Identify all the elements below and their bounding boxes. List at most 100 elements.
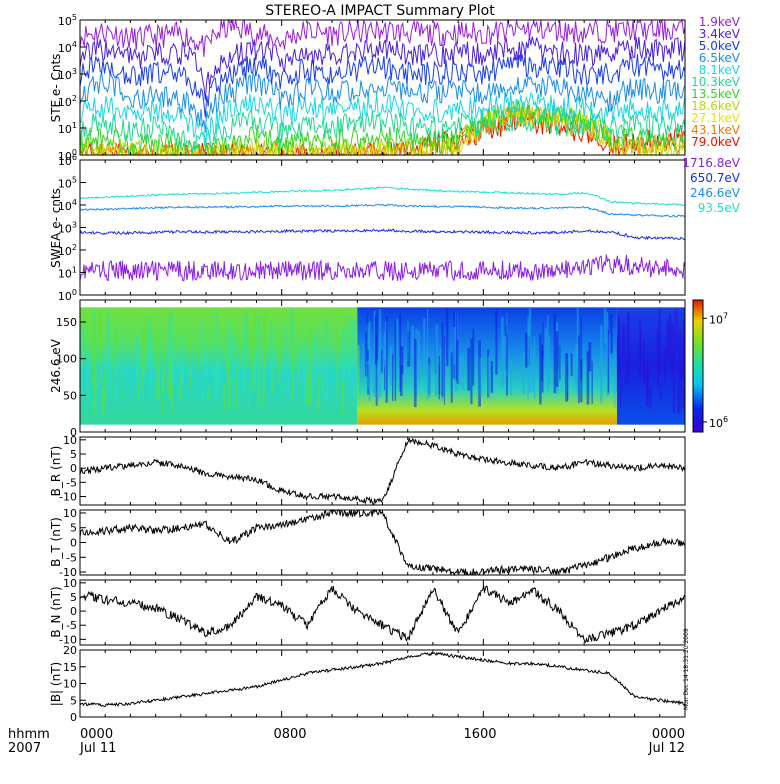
heatmap-streak: [349, 353, 351, 381]
legend-entry: 13.5keV: [691, 87, 741, 101]
heatmap-streak: [441, 322, 444, 397]
heatmap-streak: [309, 384, 312, 405]
heatmap-streak: [99, 308, 101, 364]
heatmap-streak: [121, 368, 123, 401]
heatmap-streak: [100, 367, 103, 386]
heatmap-streak: [575, 344, 579, 387]
heatmap-streak: [411, 326, 414, 358]
y-tick-label: 102: [58, 243, 77, 258]
heatmap-streak: [591, 360, 593, 405]
heatmap-streak: [136, 333, 139, 389]
heatmap-streak: [649, 386, 652, 409]
end-date-label: Jul 12: [648, 741, 685, 756]
ste-series-line: [79, 53, 686, 118]
panel-frame: [79, 509, 686, 576]
heatmap-streak: [172, 358, 175, 402]
y-tick-label: 106: [709, 415, 728, 430]
heatmap-streak: [232, 332, 235, 407]
heatmap-streak: [383, 332, 386, 367]
heatmap-streak: [114, 383, 118, 404]
heatmap-streak: [679, 330, 682, 381]
heatmap-streak: [317, 374, 321, 413]
heatmap-streak: [400, 365, 403, 397]
heatmap-streak: [390, 346, 392, 385]
x-tick-label: 0800: [273, 727, 306, 742]
heatmap-streak: [407, 331, 411, 367]
heatmap-streak: [467, 347, 471, 391]
heatmap-streak: [228, 380, 232, 408]
heatmap-streak: [578, 335, 580, 404]
heatmap-streak: [281, 383, 284, 402]
heatmap-streak: [287, 374, 290, 391]
heatmap-streak: [527, 315, 529, 401]
swea-series-line: [79, 186, 686, 207]
heatmap-streak: [309, 359, 311, 409]
heatmap-streak: [461, 354, 465, 390]
y-tick-label: -5: [66, 551, 77, 564]
legend-entry: 43.1keV: [691, 123, 741, 137]
heatmap-streak: [122, 328, 124, 395]
heatmap-streak: [580, 359, 583, 403]
panel-frame: [79, 436, 686, 506]
heatmap-streak: [178, 387, 181, 401]
y-tick-label: 10: [63, 577, 77, 590]
y-tick-label: 105: [58, 176, 77, 191]
heatmap-streak: [503, 335, 506, 385]
heatmap-streak: [94, 328, 97, 392]
heatmap-streak: [207, 385, 210, 401]
heatmap-streak: [247, 386, 250, 415]
heatmap-streak: [609, 313, 613, 354]
heatmap-streak: [642, 339, 645, 385]
swea-series-line: [79, 254, 686, 282]
y-tick-label: 102: [58, 94, 77, 109]
heatmap-streak: [149, 329, 152, 406]
heatmap-streak: [446, 307, 449, 366]
heatmap-streak: [506, 313, 508, 378]
heatmap-streak: [490, 361, 494, 393]
heatmap-streak: [142, 368, 144, 412]
y-tick-label: 5: [70, 448, 77, 461]
heatmap-streak: [197, 346, 200, 375]
y-tick-label: 5: [70, 522, 77, 535]
ste-series-line: [79, 35, 686, 101]
heatmap-streak: [487, 356, 490, 397]
y-tick-label: 0: [70, 711, 77, 724]
mag-field-panel: 20 15 10 5 0 |B| (nT): [49, 644, 686, 724]
x-tick-label: 1600: [463, 727, 496, 742]
heatmap-streak: [379, 309, 382, 398]
heatmap-streak: [215, 308, 218, 398]
heatmap-streak: [92, 321, 95, 387]
heatmap-streak: [341, 382, 345, 415]
y-tick-label: -10: [59, 566, 77, 579]
y-tick-label: 104: [58, 198, 77, 213]
swea-panel: 100 101 102 103 104 105 106 SWEA e- cnts 1716.8e…: [49, 153, 741, 303]
legend-entry: 650.7eV: [690, 171, 741, 185]
heatmap-streak: [603, 308, 607, 344]
heatmap-streak: [306, 371, 310, 403]
heatmap-streak: [271, 367, 275, 394]
heatmap-streak: [101, 388, 105, 417]
heatmap-streak: [290, 307, 293, 343]
legend-entry: 10.3keV: [691, 75, 741, 89]
heatmap-streak: [227, 322, 230, 361]
heatmap-streak: [301, 347, 305, 379]
heatmap-streak: [501, 316, 504, 388]
heatmap-streak: [533, 336, 536, 400]
ste-series-line: [79, 71, 686, 133]
heatmap-streak: [147, 315, 150, 367]
heatmap-streak: [622, 323, 625, 357]
heatmap-streak: [394, 321, 397, 401]
heatmap-streak: [362, 343, 364, 380]
mag-field-panel: 10 5 0-5 -10B_T (nT): [49, 507, 686, 579]
heatmap-streak: [244, 312, 247, 365]
heatmap-streak: [559, 345, 561, 381]
heatmap-streak: [676, 309, 678, 351]
heatmap-streak: [588, 342, 592, 372]
mag-field-line: [79, 651, 686, 708]
panel-frame: [79, 649, 686, 718]
legend-entry: 8.1keV: [699, 63, 741, 77]
heatmap-streak: [368, 321, 371, 401]
heatmap-streak: [171, 311, 173, 384]
heatmap-streak: [254, 354, 257, 392]
